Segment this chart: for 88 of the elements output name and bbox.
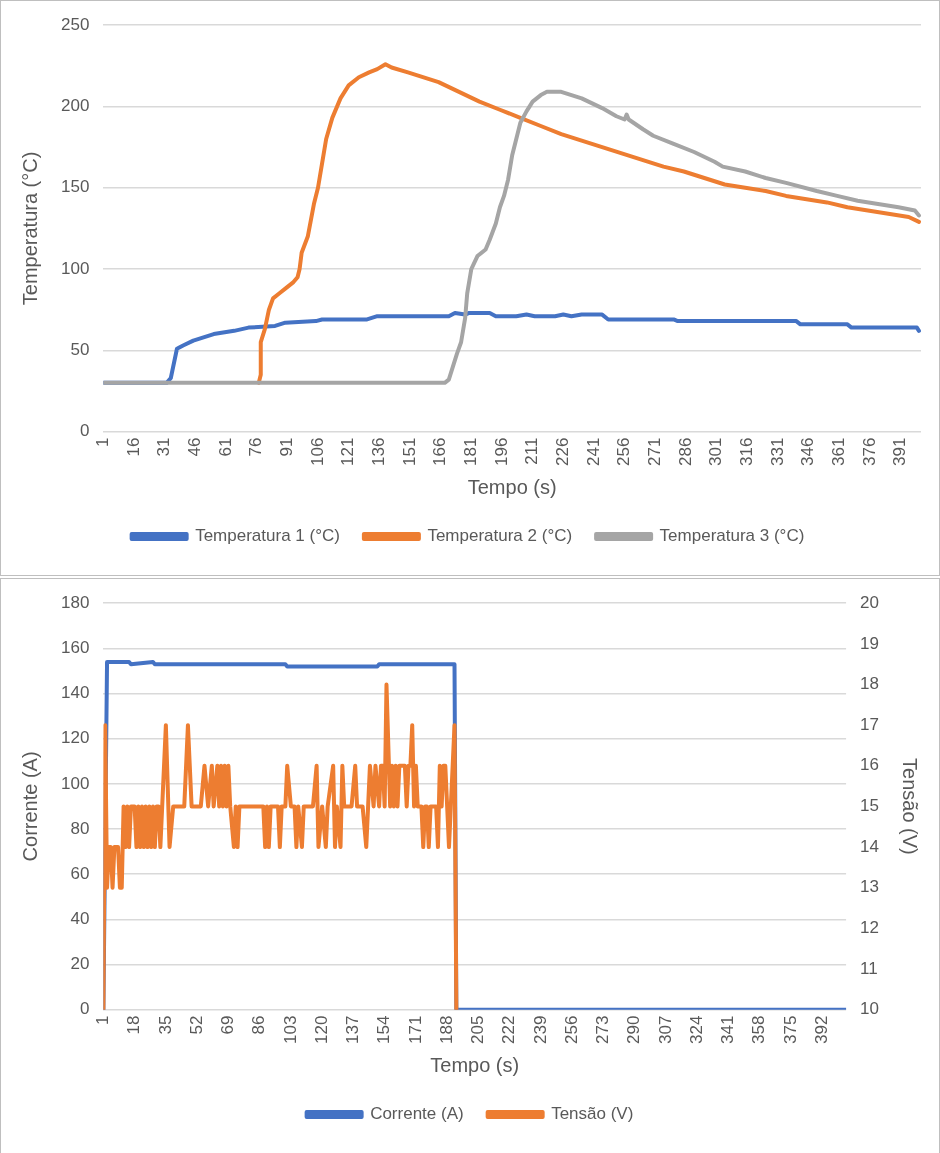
x-tick-label: 91 [277,437,297,457]
y-tick-label: 150 [60,177,90,197]
x-tick-label: 1 [93,1015,113,1026]
x-tick-label: 241 [583,437,603,467]
x-tick-label: 188 [436,1015,456,1045]
x-tick-label: 375 [780,1015,800,1045]
x-tick-label: 331 [767,437,787,467]
y-tick-label: 80 [70,818,90,838]
x-tick-label: 31 [154,437,174,457]
x-tick-label: 273 [593,1015,613,1045]
x-axis-title: Tempo (s) [467,475,557,498]
y2-tick-label: 17 [860,714,880,734]
x-tick-label: 271 [644,437,664,467]
x-tick-label: 136 [369,437,388,467]
x-tick-label: 1 [93,437,113,448]
legend-label: Temperatura 3 (°C) [659,526,805,546]
y-tick-label: 0 [79,421,90,441]
x-tick-label: 286 [675,437,695,467]
x-tick-label: 106 [307,437,327,467]
x-tick-label: 181 [460,437,480,467]
x-tick-label: 46 [185,437,205,457]
y-tick-label: 0 [79,999,90,1019]
x-tick-label: 239 [530,1015,550,1045]
x-tick-label: 256 [614,437,634,467]
x-tick-label: 18 [124,1015,144,1035]
x-tick-label: 341 [718,1015,738,1045]
x-tick-label: 52 [186,1015,206,1035]
x-tick-label: 121 [338,437,358,467]
y-tick-label: 250 [60,14,90,34]
x-axis-title: Tempo (s) [430,1053,520,1076]
x-tick-label: 211 [522,437,542,465]
y-tick-label: 180 [60,592,90,612]
x-tick-label: 226 [552,437,572,467]
x-tick-label: 86 [249,1015,269,1035]
y-tick-label: 50 [70,340,90,360]
y2-tick-label: 12 [860,918,880,938]
legend-label: Corrente (A) [370,1104,464,1124]
y-tick-label: 60 [70,863,90,883]
x-tick-label: 154 [374,1015,394,1045]
x-tick-label: 358 [749,1015,769,1045]
x-tick-label: 222 [499,1015,519,1045]
y2-tick-label: 20 [860,592,880,612]
legend-label: Temperatura 2 (°C) [427,526,573,546]
x-tick-label: 137 [343,1015,363,1045]
y-tick-label: 160 [60,638,90,658]
x-tick-label: 16 [123,437,143,457]
x-tick-label: 307 [655,1015,675,1045]
y2-tick-label: 18 [860,674,880,694]
x-tick-label: 256 [561,1015,581,1045]
y2-tick-label: 19 [860,633,880,653]
y-tick-label: 20 [70,954,90,974]
y-tick-label: 200 [60,96,90,116]
x-tick-label: 69 [218,1015,238,1035]
y-tick-label: 100 [60,258,90,278]
y2-tick-label: 10 [860,999,880,1019]
x-tick-label: 376 [859,437,879,467]
legend-label: Tensão (V) [551,1104,634,1124]
x-tick-label: 205 [468,1015,488,1045]
y-axis-title: Temperatura (°C) [18,151,41,306]
x-tick-label: 301 [706,437,726,467]
x-tick-label: 166 [430,437,450,467]
x-tick-label: 103 [280,1015,300,1045]
y2-tick-label: 11 [860,958,878,978]
x-tick-label: 392 [811,1015,831,1045]
y-tick-label: 140 [60,683,90,703]
y-tick-label: 120 [60,728,90,748]
y-axis-title: Corrente (A) [18,751,41,862]
x-tick-label: 120 [311,1015,331,1045]
y2-tick-label: 16 [860,755,880,775]
x-tick-label: 391 [890,437,910,467]
y2-tick-label: 14 [860,836,880,856]
y2-tick-label: 15 [860,796,880,816]
x-tick-label: 324 [686,1015,706,1045]
x-tick-label: 346 [798,437,818,467]
legend-label: Temperatura 1 (°C) [195,526,340,546]
y-tick-label: 40 [70,909,90,928]
y-tick-label: 100 [60,773,90,793]
x-tick-label: 196 [491,437,511,467]
x-tick-label: 61 [215,437,235,457]
x-tick-label: 316 [736,437,756,467]
x-tick-label: 361 [828,437,848,467]
y2-axis-title: Tensão (V) [899,758,922,855]
x-tick-label: 151 [399,437,419,467]
x-tick-label: 76 [246,437,266,457]
x-tick-label: 171 [405,1015,425,1045]
x-tick-label: 35 [155,1015,175,1035]
x-tick-label: 290 [624,1015,644,1045]
y2-tick-label: 13 [860,877,880,897]
